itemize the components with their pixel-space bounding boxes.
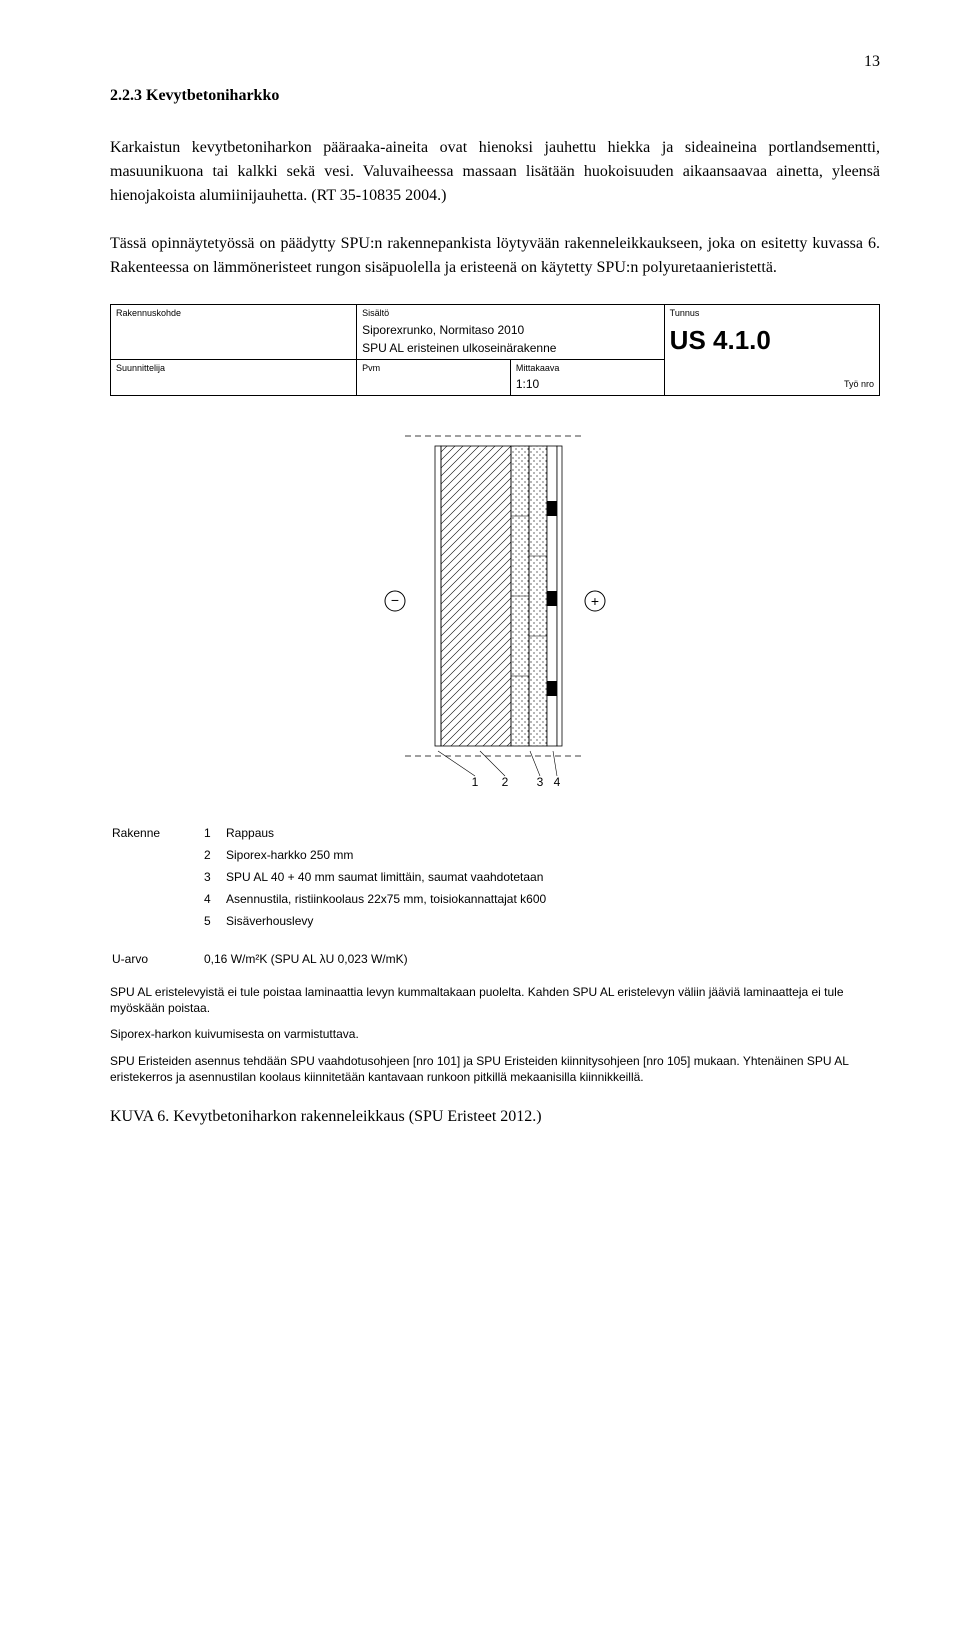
body-paragraph-2: Tässä opinnäytetyössä on päädytty SPU:n … — [110, 232, 880, 280]
tb-sisalto-line2: SPU AL eristeinen ulkoseinärakenne — [362, 339, 659, 357]
col-label-1: 1 — [472, 775, 479, 789]
col-label-3: 3 — [537, 775, 544, 789]
legend-row-2-n: 2 — [204, 846, 224, 866]
uarvo-label: U-arvo — [112, 950, 202, 970]
legend-row-5-t: Sisäverhouslevy — [226, 912, 554, 932]
legend-header: Rakenne — [112, 824, 202, 844]
drawing-titleblock: Rakennuskohde Sisältö Siporexrunko, Norm… — [110, 304, 880, 396]
note-3: SPU Eristeiden asennus tehdään SPU vaahd… — [110, 1053, 880, 1085]
note-2: Siporex-harkon kuivumisesta on varmistut… — [110, 1026, 880, 1042]
legend-row-3-t: SPU AL 40 + 40 mm saumat limittäin, saum… — [226, 868, 554, 888]
tb-tunnus-label: Tunnus — [670, 307, 874, 321]
legend-row-5-n: 5 — [204, 912, 224, 932]
legend-row-3-n: 3 — [204, 868, 224, 888]
legend-row-1-n: 1 — [204, 824, 224, 844]
body-paragraph-1: Karkaistun kevytbetoniharkon pääraaka-ai… — [110, 136, 880, 208]
legend-row-2-t: Siporex-harkko 250 mm — [226, 846, 554, 866]
legend-row-4-t: Asennustila, ristiinkoolaus 22x75 mm, to… — [226, 890, 554, 910]
tb-sisalto-line1: Siporexrunko, Normitaso 2010 — [362, 321, 659, 339]
tb-tunnus-value: US 4.1.0 — [670, 321, 874, 360]
uarvo-value: 0,16 W/m²K (SPU AL λU 0,023 W/mK) — [204, 950, 416, 970]
col-label-4: 4 — [554, 775, 561, 789]
tb-mittakaava-value: 1:10 — [516, 375, 659, 393]
tb-suunnittelija-label: Suunnittelija — [116, 362, 351, 376]
drawing-notes: SPU AL eristelevyistä ei tule poistaa la… — [110, 984, 880, 1085]
tb-tyonro-label: Työ nro — [844, 378, 874, 392]
section-heading: 2.2.3 Kevytbetoniharkko — [110, 84, 880, 108]
page-number: 13 — [110, 50, 880, 74]
minus-symbol: − — [391, 592, 399, 608]
u-value-row: U-arvo 0,16 W/m²K (SPU AL λU 0,023 W/mK) — [110, 948, 418, 972]
tb-mittakaava-label: Mittakaava — [516, 362, 659, 376]
legend-row-4-n: 4 — [204, 890, 224, 910]
tb-sisalto-label: Sisältö — [362, 307, 659, 321]
tb-rakennuskohde-label: Rakennuskohde — [116, 307, 351, 321]
wall-section-drawing: − + 1 2 3 4 — [110, 396, 880, 816]
col-label-2: 2 — [502, 775, 509, 789]
figure-caption: KUVA 6. Kevytbetoniharkon rakenneleikkau… — [110, 1105, 880, 1129]
figure-6: Rakennuskohde Sisältö Siporexrunko, Norm… — [110, 304, 880, 1085]
wall-section-svg: − + 1 2 3 4 — [335, 406, 655, 816]
note-1: SPU AL eristelevyistä ei tule poistaa la… — [110, 984, 880, 1016]
tb-pvm-label: Pvm — [362, 362, 505, 376]
layer-legend: Rakenne 1 Rappaus 2Siporex-harkko 250 mm… — [110, 822, 556, 934]
plus-symbol: + — [591, 593, 599, 609]
legend-row-1-t: Rappaus — [226, 824, 554, 844]
